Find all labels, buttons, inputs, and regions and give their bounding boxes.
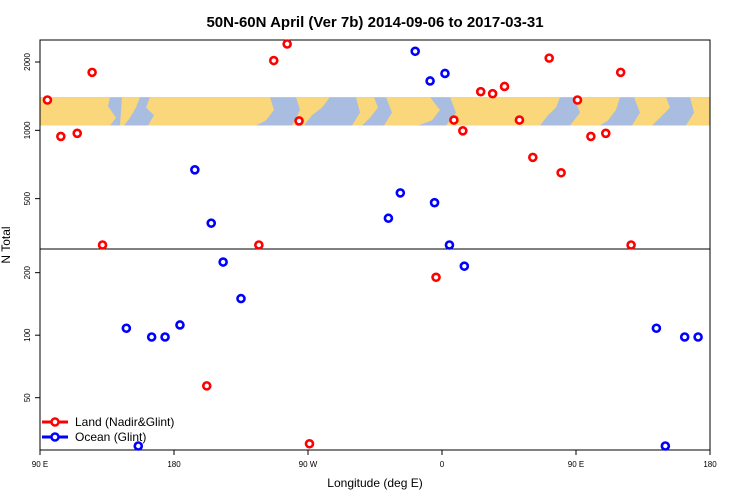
- data-point-ocean: [395, 188, 406, 198]
- data-point-ocean: [133, 441, 144, 451]
- data-point-ocean: [146, 332, 157, 342]
- data-point-land: [304, 438, 315, 449]
- chart-title: 50N-60N April (Ver 7b) 2014-09-06 to 201…: [206, 14, 543, 31]
- x-tick-label: 90 W: [299, 460, 318, 469]
- y-tick-label: 100: [23, 328, 32, 342]
- data-point-ocean: [425, 76, 435, 86]
- legend: Land (Nadir&Glint) Ocean (Glint): [42, 415, 174, 444]
- x-tick-label: 90 E: [568, 460, 584, 469]
- data-point-land: [615, 67, 626, 78]
- data-point-land: [600, 128, 611, 139]
- data-point-land: [97, 240, 108, 250]
- data-point-ocean: [218, 257, 228, 267]
- data-point-land: [449, 115, 459, 125]
- data-point-ocean: [651, 323, 662, 334]
- data-point-ocean: [459, 261, 470, 271]
- data-point-ocean: [444, 240, 455, 250]
- data-point-ocean: [679, 332, 690, 342]
- legend-marker-land: [50, 417, 60, 427]
- legend-label-land: Land (Nadir&Glint): [75, 415, 174, 429]
- data-point-ocean: [160, 332, 170, 342]
- legend-item-land: Land (Nadir&Glint): [42, 415, 174, 429]
- data-point-land: [528, 152, 538, 163]
- data-point-land: [201, 381, 212, 391]
- data-point-land: [56, 131, 66, 142]
- data-point-ocean: [693, 332, 703, 342]
- data-point-land: [42, 95, 53, 105]
- data-point-land: [556, 167, 566, 178]
- y-tick-label: 50: [23, 393, 32, 402]
- data-point-ocean: [236, 293, 246, 304]
- plot-frame: [39, 39, 711, 451]
- data-point-land: [487, 88, 498, 99]
- legend-marker-ocean: [50, 432, 60, 442]
- data-point-ocean: [440, 68, 450, 79]
- x-tick-label: 0: [440, 460, 445, 469]
- data-point-ocean: [383, 213, 394, 224]
- data-point-ocean: [429, 197, 440, 208]
- data-point-land: [282, 39, 292, 49]
- data-point-ocean: [660, 441, 671, 451]
- y-tick-label: 200: [23, 265, 32, 279]
- data-point-land: [499, 81, 510, 92]
- data-point-ocean: [410, 46, 421, 57]
- data-point-ocean: [175, 320, 185, 330]
- data-point-land: [586, 131, 596, 142]
- y-axis-label: N Total: [0, 226, 13, 263]
- data-point-ocean: [190, 164, 200, 175]
- data-point-land: [268, 55, 279, 66]
- data-point-land: [572, 95, 583, 105]
- map-band: [40, 97, 710, 126]
- data-point-ocean: [121, 323, 132, 334]
- legend-item-ocean: Ocean (Glint): [42, 430, 146, 444]
- data-point-land: [294, 116, 304, 126]
- y-tick-label: 500: [23, 191, 32, 205]
- x-tick-label: 90 E: [32, 460, 48, 469]
- y-tick-label: 1000: [23, 121, 32, 139]
- data-point-ocean: [206, 218, 217, 228]
- legend-label-ocean: Ocean (Glint): [75, 430, 146, 444]
- y-tick-label: 2000: [23, 53, 32, 71]
- data-point-land: [431, 272, 441, 283]
- x-tick-label: 180: [703, 460, 717, 469]
- x-tick-label: 180: [167, 460, 181, 469]
- data-point-land: [254, 240, 264, 250]
- data-point-land: [458, 126, 468, 136]
- data-point-land: [87, 67, 97, 78]
- map-band-land: [40, 97, 710, 126]
- data-point-land: [72, 128, 83, 139]
- x-axis-label: Longitude (deg E): [327, 476, 422, 490]
- data-point-land: [626, 240, 636, 250]
- data-point-land: [475, 86, 486, 97]
- data-point-land: [514, 115, 525, 125]
- data-point-land: [544, 53, 555, 63]
